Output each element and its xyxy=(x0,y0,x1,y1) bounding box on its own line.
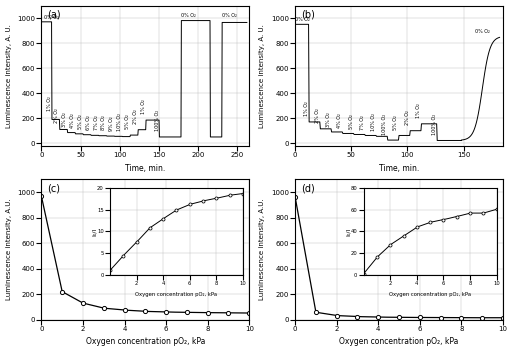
Y-axis label: Luminescence intensity, A. U.: Luminescence intensity, A. U. xyxy=(259,24,265,127)
Text: 7% O₂: 7% O₂ xyxy=(360,115,365,130)
Text: 8% O₂: 8% O₂ xyxy=(102,115,107,131)
X-axis label: Oxygen concentration pO₂, kPa: Oxygen concentration pO₂, kPa xyxy=(339,338,459,346)
Text: 9% O₂: 9% O₂ xyxy=(109,116,114,131)
Text: 2% O₂: 2% O₂ xyxy=(54,108,60,123)
Text: 4% O₂: 4% O₂ xyxy=(337,113,342,128)
Text: 3% O₂: 3% O₂ xyxy=(326,112,331,127)
Text: 5% O₂: 5% O₂ xyxy=(125,115,130,130)
Text: 1% O₂: 1% O₂ xyxy=(47,96,52,111)
Text: 2% O₂: 2% O₂ xyxy=(315,108,320,124)
Text: 6% O₂: 6% O₂ xyxy=(86,115,91,130)
Text: (c): (c) xyxy=(48,184,61,194)
Text: 100% O₂: 100% O₂ xyxy=(431,114,437,135)
Text: (a): (a) xyxy=(48,10,61,20)
Y-axis label: Luminescence intensity, A.U.: Luminescence intensity, A.U. xyxy=(259,199,265,300)
X-axis label: Oxygen concentration pO₂, kPa: Oxygen concentration pO₂, kPa xyxy=(86,338,205,346)
Text: 0% O₂: 0% O₂ xyxy=(181,13,196,18)
Text: 0% O₂: 0% O₂ xyxy=(295,18,310,23)
Text: 100% O₂: 100% O₂ xyxy=(382,114,387,135)
Text: 2% O₂: 2% O₂ xyxy=(133,109,138,124)
X-axis label: Time, min.: Time, min. xyxy=(125,164,165,172)
Text: 7% O₂: 7% O₂ xyxy=(93,115,98,130)
Text: 10% O₂: 10% O₂ xyxy=(371,113,376,131)
Text: 2% O₂: 2% O₂ xyxy=(405,111,410,125)
Y-axis label: Luminescence intensity, A.U.: Luminescence intensity, A.U. xyxy=(6,199,12,300)
Text: 5% O₂: 5% O₂ xyxy=(393,115,399,130)
Text: (d): (d) xyxy=(301,184,315,194)
Text: 5% O₂: 5% O₂ xyxy=(348,114,353,129)
Text: 0% O₂: 0% O₂ xyxy=(45,15,60,20)
Text: 1% O₂: 1% O₂ xyxy=(304,101,308,116)
Y-axis label: Luminescence intensity, A. U.: Luminescence intensity, A. U. xyxy=(6,24,12,127)
Text: 4% O₂: 4% O₂ xyxy=(70,113,75,128)
Text: 0% O₂: 0% O₂ xyxy=(475,29,490,34)
Text: 3% O₂: 3% O₂ xyxy=(62,112,67,127)
Text: (b): (b) xyxy=(301,10,315,20)
Text: 5% O₂: 5% O₂ xyxy=(78,114,83,129)
Text: 100% O₂: 100% O₂ xyxy=(155,110,160,131)
Text: 1% O₂: 1% O₂ xyxy=(416,103,421,118)
Text: 1% O₂: 1% O₂ xyxy=(141,100,146,114)
X-axis label: Time, min.: Time, min. xyxy=(379,164,419,172)
Text: 0% O₂: 0% O₂ xyxy=(222,13,236,18)
Text: 10% O₂: 10% O₂ xyxy=(117,113,122,131)
